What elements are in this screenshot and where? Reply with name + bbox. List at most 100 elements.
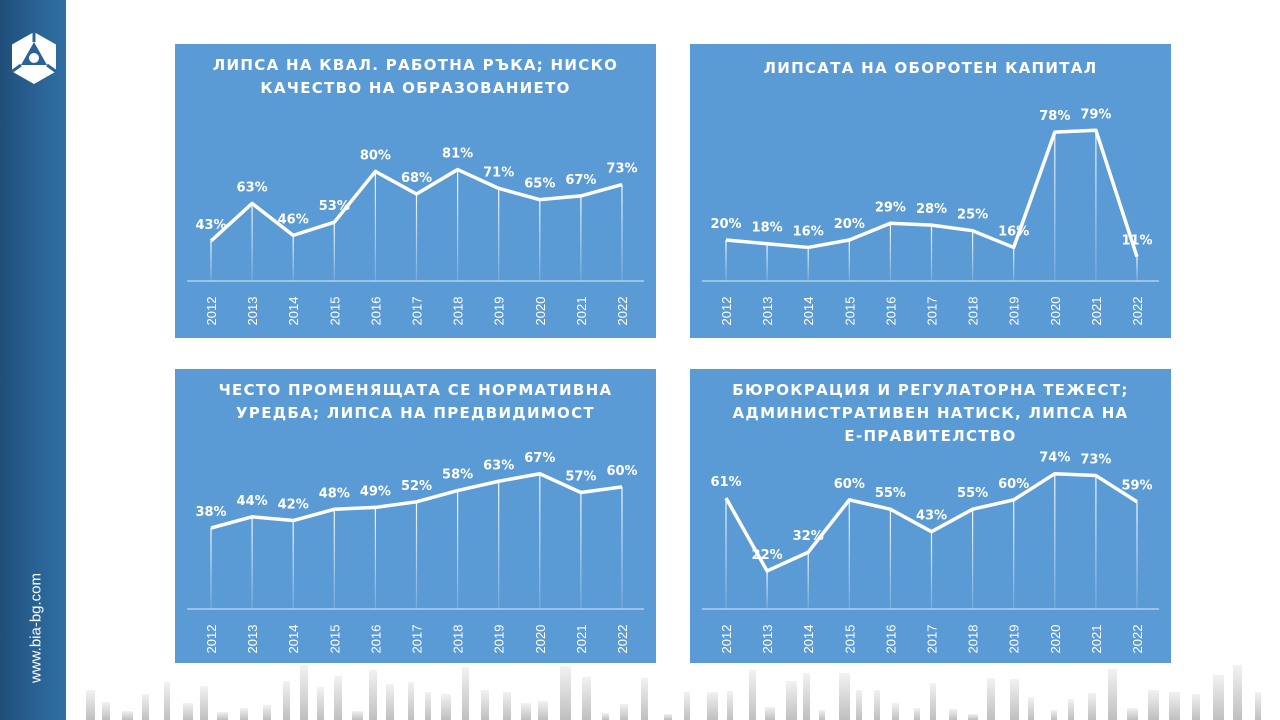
data-label: 73% [606,162,637,177]
drop-line [457,169,459,281]
decorative-bar [240,708,248,720]
decorative-bar [122,711,133,720]
x-tick-label: 2015 [327,625,342,654]
data-label: 43% [916,509,947,524]
drop-line [333,509,335,609]
x-tick-label: 2013 [760,297,775,326]
x-tick-label: 2012 [204,297,219,326]
data-label: 52% [401,479,432,494]
drop-line [251,203,253,281]
data-label: 20% [710,217,741,232]
chart-title: ЧЕСТО ПРОМЕНЯЩАТА СЕ НОРМАТИВНА УРЕДБА; … [218,381,613,422]
drop-line [930,531,933,609]
chart-title: ЛИПСА НА КВАЛ. РАБОТНА РЪКА; НИСКО КАЧЕС… [212,56,619,97]
x-tick-label: 2019 [492,625,507,654]
drop-line [725,240,727,281]
x-tick-label: 2012 [719,625,734,654]
site-url[interactable]: www.bia-bg.com [27,572,45,684]
x-tick-label: 2021 [574,297,589,326]
decorative-bar [481,690,489,720]
data-label: 68% [401,171,432,186]
chart-title: ЛИПСАТА НА ОБОРОТЕН КАПИТАЛ [763,59,1098,77]
decorative-bar [602,713,609,720]
decorative-bar [892,703,899,720]
data-label: 57% [565,469,596,484]
line-chart: 20% 18% 16% 20% 29% 28% 25% 16% 78% 79% 11% 2012 201… [702,107,1159,326]
data-label: 58% [442,468,473,483]
decorative-bar [462,667,469,720]
drop-line [807,247,809,281]
decorative-bar [839,673,850,720]
drop-line [1054,473,1056,609]
decorative-bar [425,692,431,720]
x-tick-label: 2014 [801,297,816,326]
decorative-bar [582,677,591,720]
drop-line [415,501,418,609]
chart-panel-regulation: ЧЕСТО ПРОМЕНЯЩАТА СЕ НОРМАТИВНА УРЕДБА; … [175,369,656,663]
x-tick-label: 2015 [327,297,342,326]
decorative-bar [263,705,271,720]
line-chart: 43% 63% 46% 53% 80% 68% 81% 71% 65% 67% 73% 2012 201… [187,147,644,326]
decorative-bar [1169,692,1180,720]
decorative-bar [1192,694,1200,720]
x-tick-label: 2021 [1089,297,1104,326]
x-tick-label: 2021 [574,625,589,654]
drop-line [766,243,768,281]
x-tick-label: 2017 [925,625,940,654]
decorative-bar [352,711,363,720]
decorative-bar [1088,693,1096,720]
data-label: 25% [957,208,988,223]
data-label: 79% [1080,107,1111,122]
x-tick-label: 2012 [719,297,734,326]
data-label: 46% [278,212,309,227]
decorative-bar [620,704,628,720]
x-tick-label: 2017 [410,625,425,654]
x-tick-label: 2014 [286,625,301,654]
decorative-bar [521,703,531,720]
data-label: 16% [998,224,1029,239]
decorative-bar [560,666,571,720]
drop-line [539,473,541,609]
x-tick-label: 2021 [1089,625,1104,654]
drop-line [498,188,500,281]
decorative-bar [641,678,648,720]
data-label: 63% [483,458,514,473]
drop-line [1095,130,1097,281]
data-label: 63% [237,180,268,195]
decorative-bar [987,678,995,720]
x-tick-label: 2022 [615,297,630,326]
decorative-bar [183,703,193,720]
decorative-bar [930,683,936,720]
decorative-bar [217,712,228,720]
x-tick-label: 2018 [966,297,981,326]
series-line [210,472,623,530]
drop-line [930,225,933,281]
decorative-bar [369,670,377,720]
line-chart: 38% 44% 42% 48% 49% 52% 58% 63% 67% 57% 60% 2012 201… [187,451,644,654]
drop-line [251,516,253,609]
decorative-bar [1068,699,1074,720]
data-label: 28% [916,202,947,217]
x-tick-label: 2014 [286,297,301,326]
data-label: 44% [237,494,268,509]
decorative-bar [707,692,718,720]
drop-line [374,507,376,609]
x-tick-label: 2020 [533,297,548,326]
data-label: 48% [319,486,350,501]
data-label: 60% [606,464,637,479]
decorative-bar [300,665,308,720]
chart-panel-skilled-labor: ЛИПСА НА КВАЛ. РАБОТНА РЪКА; НИСКО КАЧЕС… [175,44,656,338]
data-label: 20% [834,217,865,232]
x-tick-label: 2022 [1130,297,1145,326]
decorative-bar [856,690,862,720]
decorative-bar [538,701,548,720]
x-tick-label: 2013 [760,625,775,654]
drop-line [1013,499,1015,609]
x-tick-label: 2018 [451,625,466,654]
drop-line [889,509,891,609]
drop-line [580,195,582,281]
decorative-bar [408,682,414,720]
decorative-bar [283,681,290,720]
x-tick-label: 2015 [842,297,857,326]
data-label: 49% [360,484,391,499]
